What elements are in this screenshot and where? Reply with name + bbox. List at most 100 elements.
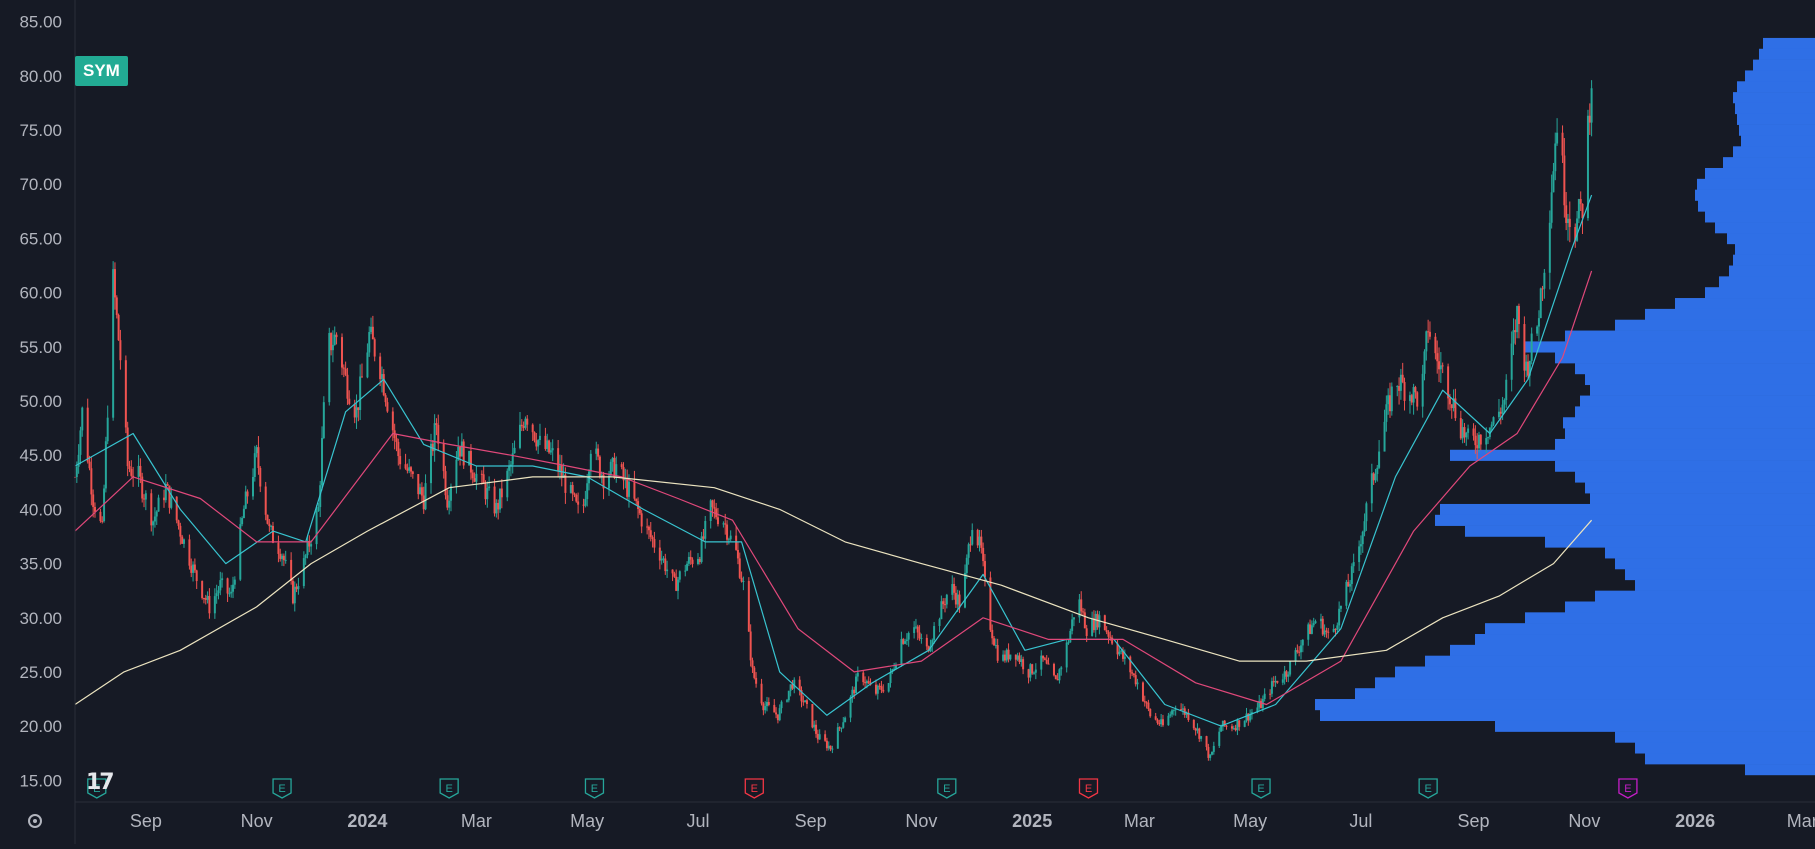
volume-profile-bar [1635, 579, 1815, 591]
time-axis[interactable]: Sep Nov 2024 Mar May Jul Sep Nov 2025 Mar May Jul Se… [130, 811, 1815, 831]
symbol-badge[interactable]: SYM [75, 56, 128, 86]
candle-body [391, 411, 394, 431]
candle-body [417, 474, 420, 495]
candle-body [874, 684, 877, 694]
candle-body [831, 748, 834, 750]
earnings-marker[interactable]: E [1418, 778, 1438, 799]
candle-body [1499, 411, 1502, 414]
candle-body [838, 727, 841, 729]
moving-average-line-3 [74, 476, 1593, 705]
candle-body [1116, 643, 1119, 655]
earnings-marker[interactable]: E [87, 778, 107, 799]
candle-body [143, 498, 146, 500]
candle-body [662, 558, 665, 560]
earnings-marker-letter: E [943, 783, 950, 795]
candle-body [1378, 451, 1381, 468]
candle-body [1094, 613, 1097, 631]
candle-body [793, 679, 796, 689]
candle-body [384, 395, 387, 403]
volume-profile-bar [1590, 384, 1815, 396]
earnings-marker[interactable]: E [439, 778, 459, 799]
candle-body [1581, 203, 1584, 219]
volume-profile-bar [1435, 514, 1815, 526]
candle-body [264, 486, 267, 515]
earnings-marker[interactable]: E [744, 778, 764, 799]
candle-body [931, 640, 934, 647]
candle-body [824, 734, 827, 741]
volume-profile-bar [1450, 449, 1815, 461]
candle-body [304, 555, 307, 559]
volume-profile-bar [1695, 189, 1815, 201]
candle-body [1243, 720, 1246, 727]
earnings-marker[interactable]: E [1618, 778, 1638, 799]
candle-body [181, 536, 184, 544]
volume-profile-bar [1645, 753, 1815, 765]
candle-body [638, 509, 641, 514]
earnings-marker[interactable]: E [1251, 778, 1271, 799]
candle-body [702, 536, 705, 539]
candle-body [1207, 746, 1210, 758]
volume-profile-bar [1580, 395, 1815, 407]
candle-body [157, 497, 160, 512]
volume-profile-bar [1565, 330, 1815, 342]
candle-body [787, 690, 790, 701]
candle-body [195, 570, 198, 582]
earnings-marker[interactable]: E [272, 778, 292, 799]
candle-body [1289, 660, 1292, 675]
candle-body [1566, 218, 1569, 223]
volume-profile-bar [1555, 352, 1815, 364]
candle-body [800, 690, 803, 702]
candle-body [1490, 424, 1493, 428]
candle-body [996, 645, 999, 661]
volume-profile-bar [1475, 634, 1815, 646]
candle-body [749, 631, 752, 661]
candle-body [1034, 669, 1037, 673]
volume-profile-bar [1735, 243, 1815, 255]
candle-body [1014, 654, 1017, 660]
candle-body [1107, 632, 1110, 637]
candle-body [1232, 728, 1235, 730]
tradingview-logo-icon[interactable]: 17 [86, 770, 115, 795]
candle-body [355, 407, 358, 418]
candle-body [1452, 398, 1455, 409]
candle-body [1171, 710, 1174, 715]
candle-body [239, 524, 242, 580]
price-axis[interactable]: 85.00 80.00 75.00 70.00 65.00 60.00 55.00 50.00… [19, 13, 62, 791]
candle-body [322, 402, 325, 439]
candle-body [1091, 618, 1094, 636]
candle-body [1269, 693, 1272, 695]
price-tick-label: 25.00 [19, 663, 62, 682]
candle-body [431, 443, 434, 452]
candle-body [1516, 306, 1519, 333]
candle-body [153, 516, 156, 522]
candle-body [255, 447, 258, 454]
candle-body [1527, 361, 1530, 376]
earnings-marker[interactable]: E [937, 778, 957, 799]
candle-body [789, 684, 792, 691]
earnings-marker-letter: E [93, 783, 100, 795]
settings-icon[interactable] [28, 814, 42, 828]
candle-body [1588, 115, 1591, 123]
candle-body [1052, 664, 1055, 676]
earnings-marker[interactable]: E [584, 778, 605, 799]
candle-body [940, 601, 943, 620]
candle-body [825, 740, 828, 749]
volume-profile-bar [1320, 709, 1815, 722]
volume-profile-bar [1440, 503, 1815, 516]
candle-body [1319, 618, 1322, 622]
candle-body [162, 497, 165, 501]
earnings-marker[interactable]: E [1078, 778, 1099, 799]
candle-body [1459, 418, 1462, 439]
candle-body [1398, 386, 1401, 391]
candle-body [115, 297, 118, 315]
candle-body [484, 483, 487, 500]
candle-body [442, 443, 445, 472]
candle-body [1078, 599, 1081, 618]
candle-body [649, 530, 652, 538]
candle-body [92, 494, 95, 507]
candle-body [684, 570, 687, 572]
candle-body [677, 579, 680, 591]
